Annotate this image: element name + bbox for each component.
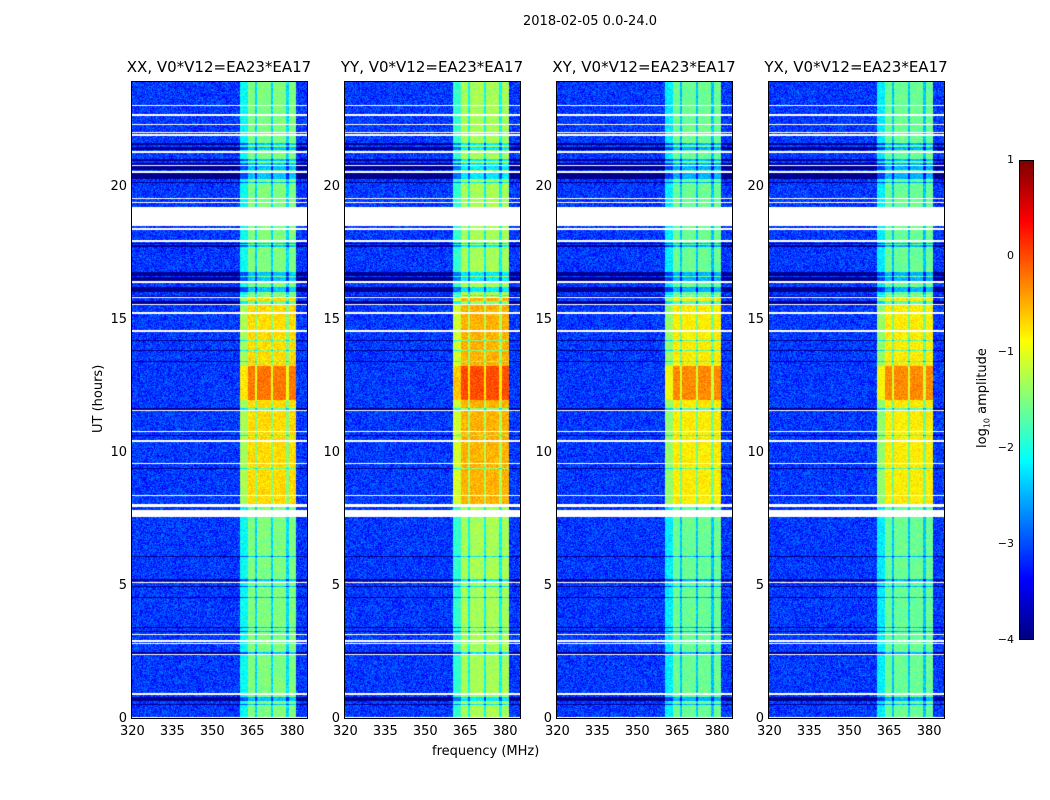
panel-title: XX, V0*V12=EA23*EA17: [126, 58, 312, 76]
x-tick-label: 365: [664, 724, 690, 739]
x-tick-label: 350: [836, 724, 862, 739]
colorbar-tick-label: −3: [997, 537, 1014, 550]
panel-title: YX, V0*V12=EA23*EA17: [764, 58, 948, 76]
x-tick-label: 335: [159, 724, 185, 739]
panel-title: XY, V0*V12=EA23*EA17: [552, 58, 736, 76]
y-tick-label: 15: [110, 312, 127, 328]
y-tick-label: 15: [747, 312, 764, 328]
heatmap-cells: [345, 82, 520, 718]
y-tick-label: 20: [747, 179, 764, 195]
y-tick-label: 0: [331, 711, 340, 726]
x-tick-label: 320: [545, 724, 570, 739]
x-tick-label: 320: [120, 724, 145, 739]
x-tick-label: 365: [876, 724, 902, 739]
x-axis-label: frequency (MHz): [432, 744, 540, 759]
x-tick-label: 335: [372, 724, 398, 739]
x-tick-label: 350: [199, 724, 225, 739]
spectrogram-panel: [131, 81, 308, 719]
y-tick-label: 20: [110, 179, 127, 195]
colorbar-tick-label: −4: [997, 633, 1014, 646]
y-tick-label: 5: [118, 578, 127, 594]
y-tick-label: 0: [543, 711, 552, 726]
figure-title: 2018-02-05 0.0-24.0: [523, 14, 657, 29]
colorbar-tick-label: 1: [1007, 153, 1014, 166]
y-tick-label: 10: [323, 445, 340, 461]
colorbar: [1019, 160, 1034, 640]
y-tick-label: 15: [323, 312, 340, 328]
colorbar-label: log10 amplitude: [975, 348, 992, 448]
y-tick-label: 5: [331, 578, 340, 594]
colorbar-tick-label: 0: [1007, 249, 1014, 262]
x-tick-label: 380: [279, 724, 305, 739]
y-tick-label: 10: [535, 445, 552, 461]
x-tick-label: 365: [239, 724, 265, 739]
y-tick-label: 10: [110, 445, 127, 461]
y-tick-label: 20: [535, 179, 552, 195]
spectrogram-panel: [768, 81, 945, 719]
x-tick-label: 380: [916, 724, 942, 739]
panel-title: YY, V0*V12=EA23*EA17: [340, 58, 524, 76]
heatmap-cells: [132, 82, 307, 718]
x-tick-label: 380: [704, 724, 730, 739]
x-tick-label: 365: [452, 724, 478, 739]
x-tick-label: 320: [333, 724, 358, 739]
y-tick-label: 10: [747, 445, 764, 461]
colorbar-tick-label: −1: [997, 345, 1014, 358]
heatmap-cells: [769, 82, 944, 718]
x-tick-label: 335: [584, 724, 610, 739]
x-tick-label: 380: [492, 724, 518, 739]
y-tick-label: 20: [323, 179, 340, 195]
x-tick-label: 350: [624, 724, 650, 739]
y-tick-label: 15: [535, 312, 552, 328]
x-tick-label: 350: [412, 724, 438, 739]
y-tick-label: 5: [755, 578, 764, 594]
x-tick-label: 335: [796, 724, 822, 739]
x-tick-label: 320: [757, 724, 782, 739]
y-tick-label: 0: [118, 711, 127, 726]
y-axis-label: UT (hours): [91, 364, 106, 433]
y-tick-label: 5: [543, 578, 552, 594]
spectrogram-panel: [556, 81, 733, 719]
colorbar-tick-label: −2: [997, 441, 1014, 454]
heatmap-cells: [557, 82, 732, 718]
spectrogram-panel: [344, 81, 521, 719]
y-tick-label: 0: [755, 711, 764, 726]
